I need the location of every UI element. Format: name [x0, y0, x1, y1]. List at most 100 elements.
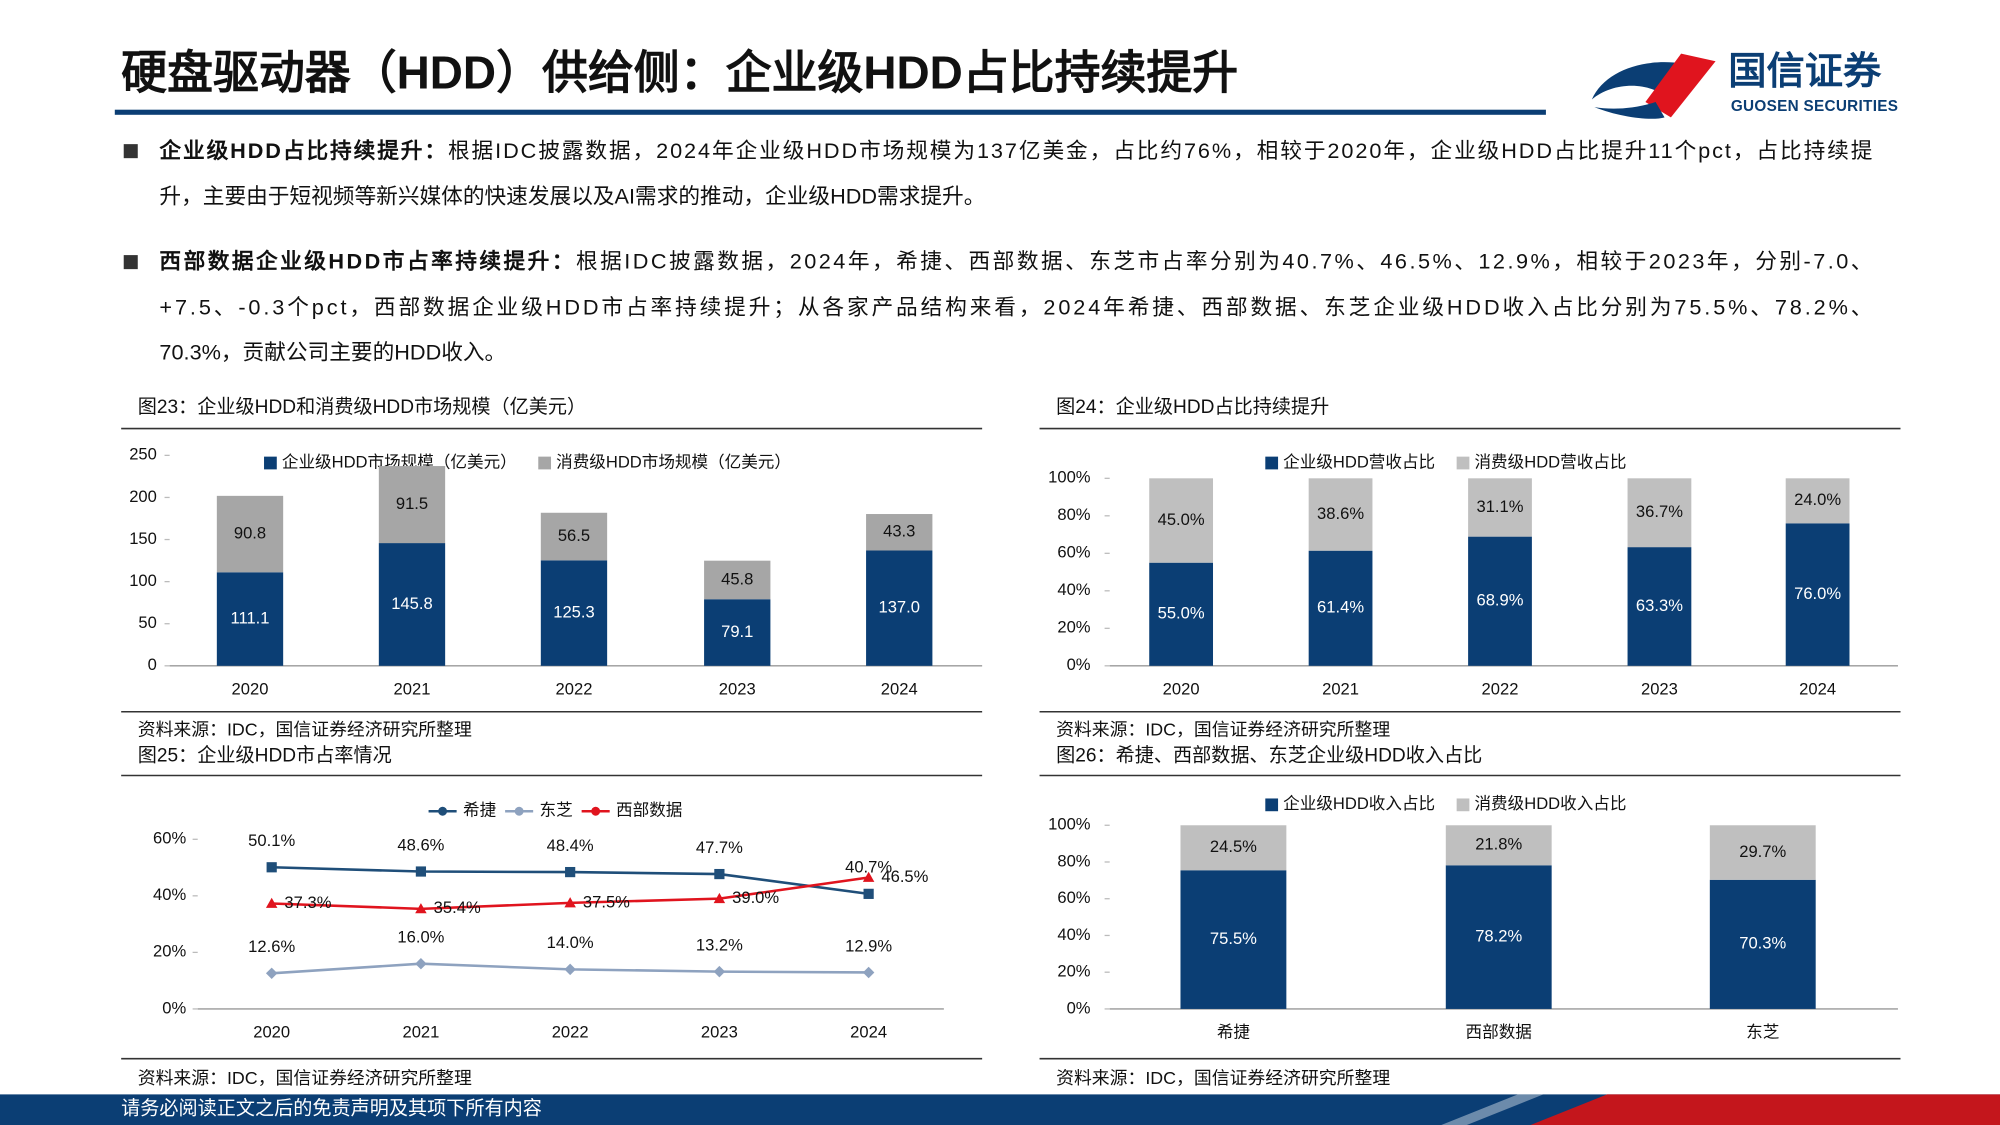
y-tick-label: 100% — [1048, 468, 1091, 487]
y-tick-label: 100% — [1048, 815, 1091, 834]
bar-segment — [1627, 547, 1692, 666]
bullet-lead: 企业级HDD占比持续提升： — [158, 138, 446, 163]
point — [565, 866, 576, 878]
x-tick-label: 东芝 — [1746, 1023, 1779, 1042]
x-tick-label: 2022 — [552, 1023, 589, 1042]
value-label: 38.6% — [1317, 504, 1364, 523]
logo-mark — [1645, 53, 1716, 118]
chart-source: 资料来源：IDC，国信证券经济研究所整理 — [138, 1068, 472, 1088]
chart: 图23：企业级HDD和消费级HDD市场规模（亿美元） 资料来源：IDC，国信证券经… — [121, 396, 983, 740]
y-tick-label: 200 — [129, 487, 157, 506]
value-label: 145.8 — [391, 594, 433, 613]
value-label: 36.7% — [1636, 502, 1683, 521]
slide-title: 硬盘驱动器（HDD）供给侧：企业级HDD占比持续提升 — [121, 47, 1238, 99]
x-tick-label: 2020 — [232, 679, 269, 698]
y-tick-label: 20% — [1057, 618, 1090, 637]
value-label: 68.9% — [1476, 591, 1523, 610]
x-tick-label: 2021 — [402, 1023, 439, 1042]
x-tick-label: 2022 — [556, 679, 593, 698]
value-label: 63.3% — [1636, 596, 1683, 615]
value-label: 47.7% — [696, 838, 743, 857]
bar-segment — [1785, 523, 1850, 666]
point — [265, 967, 278, 980]
y-tick-label: 0% — [1067, 655, 1091, 674]
bullet-text: 根据IDC披露数据，2024年企业级HDD市场规模为137亿美金，占比约76%，… — [448, 138, 1873, 163]
bullet-text: +7.5、-0.3个pct，西部数据企业级HDD市占率持续提升；从各家产品结构来… — [159, 294, 1872, 319]
point — [415, 866, 427, 877]
legend-label: 企业级HDD营收占比 — [1283, 452, 1435, 471]
y-tick-label: 40% — [153, 885, 186, 904]
y-tick-label: 20% — [1057, 962, 1090, 981]
bar-segment — [1445, 865, 1552, 1009]
value-label: 46.5% — [881, 867, 928, 886]
x-tick-label: 2020 — [1163, 679, 1200, 698]
chart-title: 图25：企业级HDD市占率情况 — [138, 744, 392, 766]
y-tick-label: 80% — [1057, 851, 1090, 870]
value-label: 14.0% — [547, 933, 594, 952]
value-label: 137.0 — [878, 598, 920, 617]
bullet-square — [123, 255, 138, 270]
bullets: 企业级HDD占比持续提升： 根据IDC披露数据，2024年企业级HDD市场规模为1… — [123, 138, 1873, 364]
x-tick-label: 2023 — [719, 679, 756, 698]
value-label: 48.6% — [397, 835, 444, 854]
value-label: 76.0% — [1794, 584, 1841, 603]
value-label: 37.5% — [583, 892, 630, 911]
chart-source: 资料来源：IDC，国信证券经济研究所整理 — [138, 720, 472, 740]
x-tick-label: 2022 — [1482, 679, 1519, 698]
bar-segment — [1180, 825, 1287, 871]
legend-swatch — [264, 456, 277, 470]
point — [713, 892, 726, 904]
value-label: 16.0% — [397, 928, 444, 947]
value-label: 31.1% — [1476, 497, 1523, 516]
bar-segment — [1308, 478, 1373, 551]
x-tick-label: 2020 — [253, 1023, 290, 1042]
charts: 图23：企业级HDD和消费级HDD市场规模（亿美元） 资料来源：IDC，国信证券经… — [121, 396, 1901, 1088]
legend-label: 西部数据 — [616, 801, 682, 820]
y-tick-label: 0 — [148, 655, 157, 674]
chart-title: 图24：企业级HDD占比持续提升 — [1056, 396, 1329, 418]
bullet-line: 70.3%，贡献公司主要的HDD收入。 — [159, 339, 506, 364]
y-tick-label: 60% — [1057, 888, 1090, 907]
y-tick-label: 20% — [153, 942, 186, 961]
legend-label: 东芝 — [540, 801, 573, 820]
chart-title: 图26：希捷、西部数据、东芝企业级HDD收入占比 — [1056, 744, 1482, 766]
bar-segment — [1709, 825, 1816, 880]
legend-label: 消费级HDD收入占比 — [1474, 794, 1626, 813]
point — [863, 888, 874, 899]
value-label: 45.0% — [1158, 510, 1205, 529]
value-label: 111.1 — [230, 608, 269, 627]
value-label: 79.1 — [721, 622, 753, 641]
bar-segment — [1308, 550, 1373, 666]
bar-segment — [216, 572, 284, 666]
x-tick-label: 2021 — [394, 679, 431, 698]
x-tick-label: 2024 — [1799, 679, 1836, 698]
chart-source: 资料来源：IDC，国信证券经济研究所整理 — [1056, 1068, 1390, 1088]
value-label: 78.2% — [1475, 926, 1522, 945]
value-label: 70.3% — [1739, 934, 1786, 953]
bar-segment — [1149, 478, 1214, 563]
legend-swatch — [514, 806, 524, 816]
value-label: 24.0% — [1794, 490, 1841, 509]
logo-en: GUOSEN SECURITIES — [1731, 98, 1898, 115]
logo: 国信证券 GUOSEN SECURITIES — [1591, 50, 1898, 119]
legend-label: 企业级HDD市场规模（亿美元） — [282, 452, 517, 471]
value-label: 56.5 — [558, 526, 590, 545]
value-label: 12.6% — [248, 937, 295, 956]
legend-label: 企业级HDD收入占比 — [1283, 794, 1435, 813]
value-label: 75.5% — [1210, 929, 1257, 948]
bar-segment — [216, 495, 284, 573]
legend-label: 消费级HDD营收占比 — [1474, 452, 1626, 471]
point — [415, 957, 427, 970]
logo-mark — [1594, 102, 1665, 119]
point — [415, 903, 427, 914]
bar-segment — [378, 466, 446, 544]
x-tick-label: 2024 — [881, 679, 918, 698]
point — [713, 965, 726, 978]
bullet-text: 根据IDC披露数据，2024年，希捷、西部数据、东芝市占率分别为40.7%、46… — [576, 248, 1872, 273]
value-label: 50.1% — [248, 831, 295, 850]
legend-swatch — [1265, 456, 1279, 470]
y-tick-label: 0% — [162, 998, 186, 1017]
bullet-square — [123, 144, 138, 159]
